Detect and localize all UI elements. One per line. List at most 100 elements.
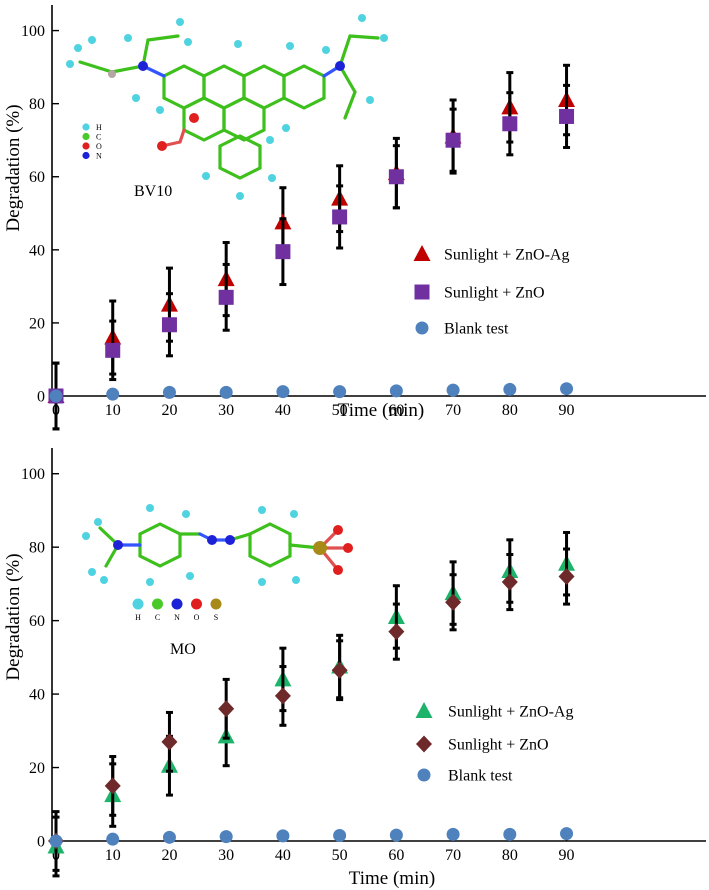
atom-key-dot: [82, 151, 90, 160]
x-tick-label: 30: [218, 847, 234, 864]
legend-marker: [416, 735, 432, 753]
data-point: [49, 389, 63, 403]
data-point: [162, 830, 176, 844]
data-point: [219, 830, 233, 844]
legend-marker: [415, 702, 433, 718]
data-point: [161, 317, 177, 333]
y-tick-label: 100: [21, 466, 45, 483]
molecule-bv10: [78, 34, 380, 180]
atom-key-dot: [82, 142, 90, 150]
atom-key-dot: [191, 598, 202, 610]
data-point: [218, 700, 235, 718]
molecule-mo-atoms: [82, 504, 353, 586]
legend-mo: Sunlight + ZnO-Ag Sunlight + ZnO Blank tes…: [415, 702, 573, 785]
plot-area-bv10: [47, 63, 576, 431]
legend-marker: [413, 245, 431, 261]
x-tick-label: 70: [445, 402, 461, 419]
legend-label: Sunlight + ZnO-Ag: [448, 704, 573, 721]
series-sunlight-zno: [48, 83, 575, 431]
plot-area-mo: [47, 530, 576, 878]
y-tick-label: 0: [37, 834, 45, 851]
x-tick-label: 40: [275, 402, 291, 419]
compound-label-bv10: BV10: [134, 183, 172, 200]
data-point: [503, 827, 517, 841]
data-point: [275, 244, 291, 260]
data-point: [274, 687, 291, 705]
legend-label: Blank test: [444, 321, 509, 338]
data-point: [502, 116, 518, 132]
data-point: [446, 827, 460, 841]
atom-key-label: C: [155, 613, 160, 622]
data-point: [559, 108, 575, 124]
y-tick-label: 40: [29, 687, 45, 704]
data-point: [389, 384, 403, 398]
data-point: [445, 132, 461, 148]
x-tick-label: 70: [445, 847, 461, 864]
y-tick-label: 20: [29, 760, 45, 777]
legend-bv10: Sunlight + ZnO-Ag Sunlight + ZnO Blank tes…: [413, 245, 569, 338]
data-point: [388, 623, 405, 641]
molecule-bv10-atoms: [66, 14, 388, 200]
y-tick-label: 80: [29, 96, 45, 113]
x-tick-label: 10: [105, 402, 121, 419]
x-tick-label: 20: [161, 847, 177, 864]
data-point: [445, 593, 462, 611]
atom-key-dot: [210, 598, 222, 610]
x-tick-label: 90: [559, 847, 575, 864]
x-tick-label: 50: [332, 402, 348, 419]
series-blank-test: [49, 382, 574, 403]
atom-key-label: N: [174, 613, 180, 622]
x-tick-label: 80: [502, 847, 518, 864]
atom-key-label: O: [96, 142, 102, 151]
x-tick-label: 80: [502, 402, 518, 419]
data-point: [106, 832, 120, 846]
series-blank-test: [49, 827, 574, 848]
x-tick-label: 40: [275, 847, 291, 864]
x-axis-label: Time (min): [338, 400, 424, 421]
panel-bv10: 0204060801000102030405060708090 Time (mi…: [3, 5, 706, 431]
legend-label: Sunlight + ZnO-Ag: [444, 247, 569, 264]
data-point: [446, 383, 460, 397]
atom-key-dot: [171, 598, 183, 610]
data-point: [276, 829, 290, 843]
data-point: [276, 385, 290, 399]
molecule-mo: [98, 522, 348, 572]
x-tick-label: 50: [332, 847, 348, 864]
data-point: [560, 382, 574, 396]
data-point: [560, 827, 574, 841]
atom-key-label: C: [96, 133, 101, 142]
x-axis-label: Time (min): [349, 868, 435, 889]
atom-key-dot: [82, 123, 90, 131]
y-axis-label: Degradation (%): [3, 553, 24, 680]
x-tick-label: 30: [218, 402, 234, 419]
data-point: [106, 387, 120, 401]
data-point: [161, 733, 178, 751]
y-tick-label: 80: [29, 540, 45, 557]
atom-key-dot: [132, 598, 144, 610]
x-tick-label: 10: [105, 847, 121, 864]
data-point: [105, 342, 121, 358]
y-tick-label: 60: [29, 613, 45, 630]
panel-mo: 0204060801000102030405060708090 Time (mi…: [3, 448, 706, 889]
y-axis-label: Degradation (%): [3, 104, 24, 231]
data-point: [331, 661, 348, 679]
atom-key-label: H: [96, 123, 102, 132]
data-point: [332, 209, 348, 225]
atom-key-dot: [152, 598, 163, 610]
data-point: [104, 777, 121, 795]
atom-key-label: S: [214, 613, 218, 622]
data-point: [333, 828, 347, 842]
x-tick-label: 60: [388, 847, 404, 864]
axes-mo: 0204060801000102030405060708090 Time (mi…: [3, 448, 706, 889]
data-point: [333, 385, 347, 399]
data-point: [501, 573, 518, 591]
data-point: [162, 385, 176, 399]
legend-marker: [415, 321, 429, 335]
legend-label: Blank test: [448, 768, 513, 785]
atom-key-label: H: [135, 613, 141, 622]
data-point: [558, 568, 575, 586]
atom-key-dot: [82, 132, 90, 141]
